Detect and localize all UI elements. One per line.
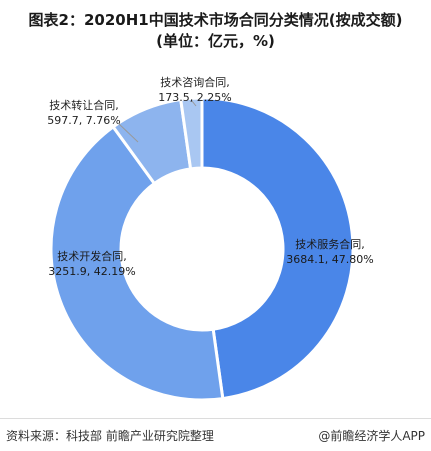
slice-development (49, 124, 225, 402)
donut-slices (49, 96, 355, 402)
footer: 资料来源：科技部 前瞻产业研究院整理 @前瞻经济学人APP (0, 418, 431, 451)
slice-services (200, 96, 355, 401)
slice-label-name: 技术开发合同, (57, 249, 127, 263)
slice-label-name: 技术咨询合同, (160, 75, 230, 89)
slice-label-value: 597.7, 7.76% (47, 114, 120, 127)
chart-title: 图表2：2020H1中国技术市场合同分类情况(按成交额) (单位：亿元，%) (0, 10, 431, 52)
brand-credit: @前瞻经济学人APP (318, 429, 425, 443)
slice-label-name: 技术转让合同, (49, 98, 119, 112)
leader-line (191, 100, 197, 107)
donut-chart: 技术服务合同, 3684.1, 47.80% 技术开发合同, 3251.9, 42.1… (47, 75, 374, 402)
slice-label-value: 3684.1, 47.80% (286, 253, 373, 266)
source-note: 资料来源：科技部 前瞻产业研究院整理 (6, 429, 214, 443)
title-line-1: 图表2：2020H1中国技术市场合同分类情况(按成交额) (28, 11, 403, 29)
donut-labels: 技术服务合同, 3684.1, 47.80% 技术开发合同, 3251.9, 42.1… (47, 75, 373, 278)
title-line-2: (单位：亿元，%) (156, 32, 275, 50)
slice-label-value: 173.5, 2.25% (158, 91, 231, 104)
slice-consulting (179, 96, 204, 171)
slice-label-name: 技术服务合同, (295, 237, 365, 251)
slice-label-value: 3251.9, 42.19% (48, 265, 135, 278)
leader-line (117, 122, 139, 143)
